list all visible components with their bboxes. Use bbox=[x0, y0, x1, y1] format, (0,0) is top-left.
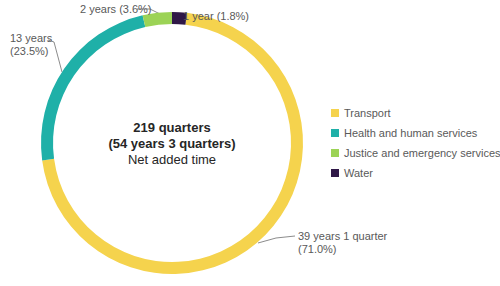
svg-text:2 years (3.6%): 2 years (3.6%) bbox=[80, 3, 152, 15]
svg-text:Justice and emergency services: Justice and emergency services bbox=[344, 147, 500, 159]
svg-text:Water: Water bbox=[344, 167, 373, 179]
svg-text:(23.5%): (23.5%) bbox=[10, 45, 49, 57]
svg-text:Transport: Transport bbox=[344, 107, 391, 119]
svg-text:(54 years 3 quarters): (54 years 3 quarters) bbox=[108, 136, 235, 151]
svg-text:39 years 1 quarter: 39 years 1 quarter bbox=[298, 230, 388, 242]
svg-text:219 quarters: 219 quarters bbox=[133, 120, 210, 135]
svg-text:13 years: 13 years bbox=[10, 32, 53, 44]
svg-text:1 year (1.8%): 1 year (1.8%) bbox=[183, 10, 249, 22]
svg-text:Net added time: Net added time bbox=[128, 152, 216, 167]
svg-text:Health and human services: Health and human services bbox=[344, 127, 478, 139]
svg-text:(71.0%): (71.0%) bbox=[298, 243, 337, 255]
